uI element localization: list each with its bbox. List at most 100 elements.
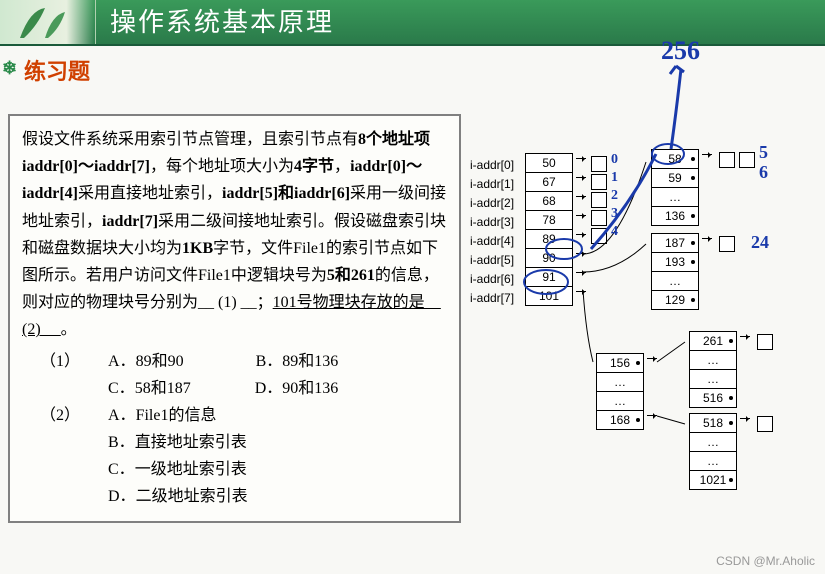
annotation: 24 [751,232,769,253]
opt: 89和136 [282,348,402,375]
data-block [739,152,755,168]
cell: i-addr[3]78 [525,210,573,230]
index-block: 187 193 … 129 [651,234,699,310]
data-block [591,228,607,244]
page-title: 操作系统基本原理 [110,7,334,37]
q1-label: （1） [22,348,108,375]
iaddr-column: i-addr[0]50 i-addr[1]67 i-addr[2]68 i-ad… [525,154,573,306]
arrow-icon [576,272,586,283]
diagram: i-addr[0]50 i-addr[1]67 i-addr[2]68 i-ad… [461,114,821,523]
lbl: i-addr[1] [470,175,522,193]
opt: 二级地址索引表 [136,483,336,510]
lbl: i-addr[2] [470,194,522,212]
cell: … [689,432,737,452]
cell: 156 [596,353,644,373]
t: ， [334,158,350,175]
index-block: 518 … … 1021 [689,414,737,490]
index-block: 58 59 … 136 [651,150,699,226]
t: 采用直接地址索引， [78,185,222,202]
data-block [591,174,607,190]
cell: i-addr[6]91 [525,267,573,287]
lbl: i-addr[4] [470,232,522,250]
arrow-icon [740,336,750,347]
cell: 168 [596,410,644,430]
annotation: 2 [611,188,618,204]
index-block: 261 … … 516 [689,332,737,408]
cell: i-addr[2]68 [525,191,573,211]
lbl: i-addr[0] [470,156,522,174]
t: 5和261 [327,267,375,284]
cell: 518 [689,413,737,433]
cell: i-addr[4]89 [525,229,573,249]
arrow-icon [576,196,586,207]
annotation: 6 [759,162,768,183]
t: ，每个地址项大小为 [150,158,294,175]
problem-box: 假设文件系统采用索引节点管理，且索引节点有8个地址项iaddr[0]～iaddr… [8,114,461,523]
data-block [591,192,607,208]
lbl: i-addr[5] [470,251,522,269]
t: iaddr[5]和iaddr[6] [222,185,350,202]
cell: 1021 [689,470,737,490]
annotation: 3 [611,206,618,222]
arrow-icon [576,158,586,169]
cell: … [596,372,644,392]
leaf-decoration [0,0,96,44]
lbl: i-addr[3] [470,213,522,231]
annotation: 5 [759,142,768,163]
data-block [591,156,607,172]
arrow-icon [702,238,712,249]
arrow-icon [576,234,586,245]
lbl: i-addr[6] [470,270,522,288]
opt: 58和187 [135,375,255,402]
snowflake-icon: ❄ [2,58,17,79]
lbl: i-addr[7] [470,289,522,307]
arrow-icon [647,358,657,369]
data-block [719,152,735,168]
opt: 90和136 [282,375,402,402]
options-q1: （1） A．89和90 B．89和136 C．58和187 D．90和136 （… [22,348,449,511]
arrow-icon [702,154,712,165]
annotation: 1 [611,170,618,186]
cell: 136 [651,206,699,226]
annotation: 256 [661,36,700,66]
data-block [591,210,607,226]
cell: i-addr[0]50 [525,153,573,173]
annotation: 4 [611,224,618,240]
arrow-icon [647,415,657,426]
opt: 89和90 [136,348,256,375]
title-bar: 操作系统基本原理 [0,0,825,46]
section-header: ❄ 练习题 [0,46,825,86]
arrow-icon [576,291,586,302]
cell: 193 [651,252,699,272]
arrow-icon [576,253,586,264]
opt: File1的信息 [136,402,336,429]
opt: 一级地址索引表 [135,456,335,483]
section-label: 练习题 [24,59,90,84]
cell: 187 [651,233,699,253]
cell: i-addr[1]67 [525,172,573,192]
arrow-icon [576,215,586,226]
cell: i-addr[5]90 [525,248,573,268]
cell: … [689,350,737,370]
arrow-icon [576,177,586,188]
cell: 261 [689,331,737,351]
cell: … [689,451,737,471]
watermark: CSDN @Mr.Aholic [716,554,815,568]
t: 。 [61,321,77,338]
cell: … [651,271,699,291]
annotation: 0 [611,152,618,168]
cell: 129 [651,290,699,310]
index-block: 156 … … 168 [596,354,644,430]
cell: … [596,391,644,411]
t: iaddr[7] [102,213,158,230]
t: 4字节 [294,158,334,175]
data-block [757,416,773,432]
cell: 516 [689,388,737,408]
arrow-icon [740,418,750,429]
t: 1KB [182,240,213,257]
cell: i-addr[7]101 [525,286,573,306]
opt: 直接地址索引表 [135,429,335,456]
t: 假设文件系统采用索引节点管理，且索引节点有 [22,131,358,148]
q2-label: （2） [22,402,108,429]
cell: 59 [651,168,699,188]
